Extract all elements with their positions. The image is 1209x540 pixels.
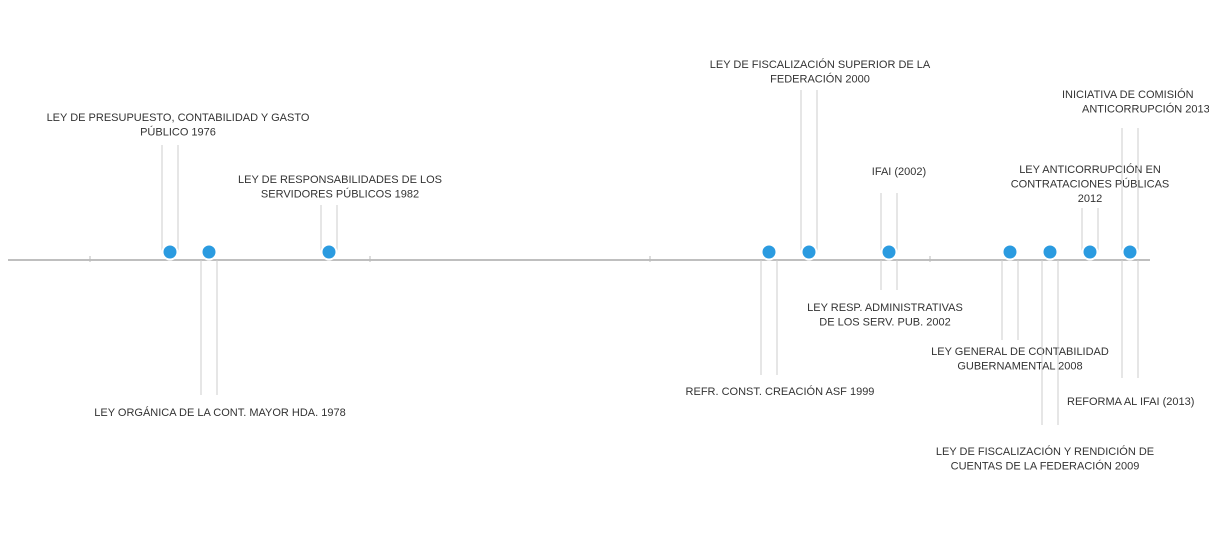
event-label: FEDERACIÓN 2000	[770, 72, 870, 85]
event-label: LEY RESP. ADMINISTRATIVAS	[807, 302, 963, 314]
event-label: LEY ANTICORRUPCIÓN EN	[1019, 163, 1161, 176]
event-label: GUBERNAMENTAL 2008	[957, 360, 1082, 372]
event-label: DE LOS SERV. PUB. 2002	[819, 316, 950, 328]
event-label: LEY ORGÁNICA DE LA CONT. MAYOR HDA. 1978	[94, 406, 345, 419]
event-dot	[200, 243, 218, 261]
event-dot	[1001, 243, 1019, 261]
event-label: CONTRATACIONES PÚBLICAS	[1011, 177, 1170, 190]
event-label: ANTICORRUPCIÓN 2013	[1082, 102, 1209, 115]
axis-ticks	[89, 256, 931, 262]
event-dot	[880, 243, 898, 261]
event-label: INICIATIVA DE COMISIÓN	[1062, 88, 1194, 101]
event-label: CUENTAS DE LA FEDERACIÓN 2009	[951, 459, 1140, 472]
event-label: REFORMA AL IFAI (2013)	[1067, 396, 1194, 408]
event-label: SERVIDORES PÚBLICOS 1982	[261, 187, 419, 200]
event-dot	[800, 243, 818, 261]
event-label: 2012	[1078, 193, 1102, 205]
event-label: LEY DE FISCALIZACIÓN SUPERIOR DE LA	[710, 58, 931, 71]
event-dot	[760, 243, 778, 261]
event-dot	[1041, 243, 1059, 261]
event-label: LEY DE FISCALIZACIÓN Y RENDICIÓN DE	[936, 445, 1154, 458]
event-dot	[1081, 243, 1099, 261]
event-label: IFAI (2002)	[872, 166, 926, 178]
event-dot	[1121, 243, 1139, 261]
event-label: REFR. CONST. CREACIÓN ASF 1999	[686, 385, 875, 398]
event-dot	[161, 243, 179, 261]
event-label: PÚBLICO 1976	[140, 125, 216, 138]
event-label: LEY DE PRESUPUESTO, CONTABILIDAD Y GASTO	[47, 112, 310, 124]
event-dot	[320, 243, 338, 261]
event-label: LEY GENERAL DE CONTABILIDAD	[931, 346, 1109, 358]
event-label: LEY DE RESPONSABILIDADES DE LOS	[238, 174, 442, 186]
